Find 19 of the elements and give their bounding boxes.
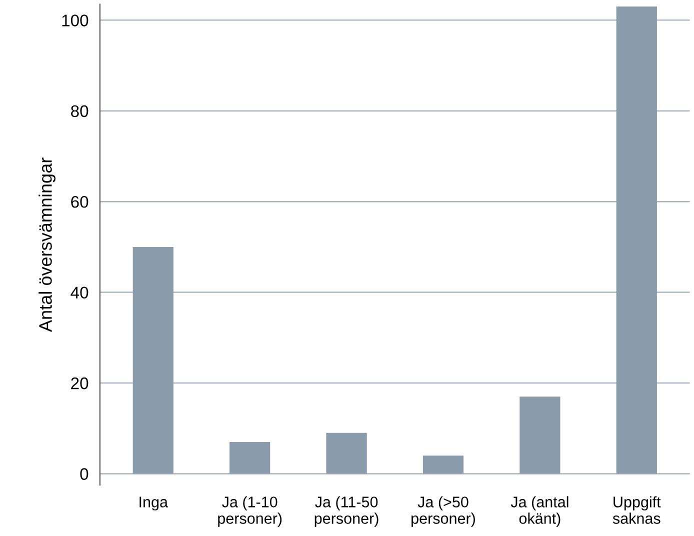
- y-tick-label: 100: [62, 14, 88, 26]
- x-tick-label: Ja (1-10 personer): [218, 496, 282, 527]
- x-tick-label: Ja (>50 personer): [412, 496, 475, 527]
- x-tick-label: Ja (antal okänt): [510, 496, 568, 527]
- bar: [520, 396, 560, 474]
- y-axis-title: Antal översvämningar: [38, 158, 56, 332]
- y-tick-label: 60: [71, 196, 88, 208]
- y-tick-label: 20: [71, 377, 88, 390]
- x-tick-label: Uppgift saknas: [612, 496, 661, 524]
- x-tick-label: Ja (11-50 personer): [314, 496, 378, 527]
- x-tick-label: Inga: [140, 496, 168, 510]
- bar: [132, 246, 174, 474]
- y-tick-label: 80: [71, 105, 88, 118]
- bar: [616, 6, 657, 474]
- y-tick-label: 0: [80, 468, 88, 480]
- bar: [422, 456, 464, 474]
- bar: [326, 432, 367, 474]
- y-tick-label: 40: [70, 286, 88, 299]
- bar: [230, 442, 270, 474]
